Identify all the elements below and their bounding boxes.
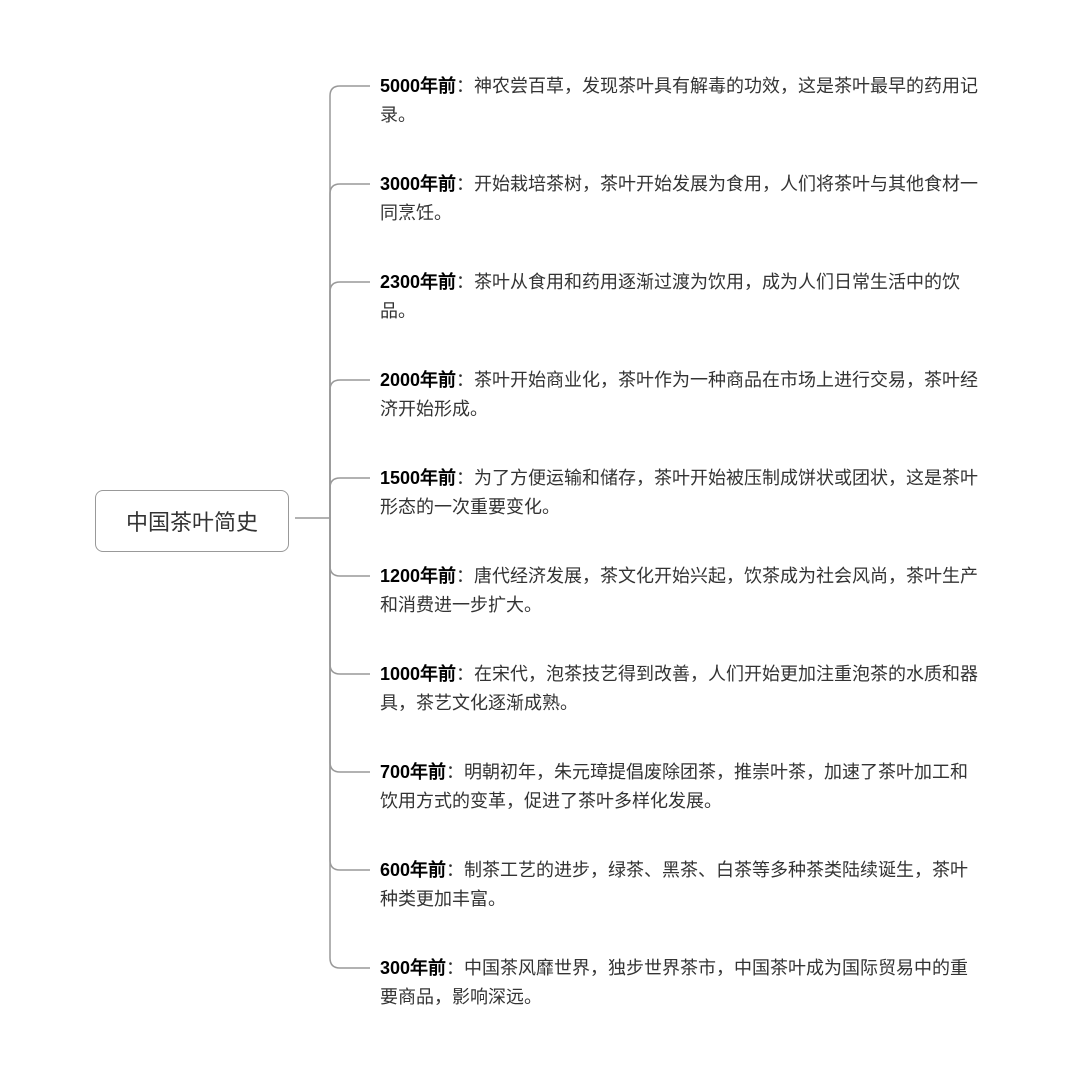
root-node: 中国茶叶简史	[95, 490, 289, 552]
child-node: 5000年前：神农尝百草，发现茶叶具有解毒的功效，这是茶叶最早的药用记录。	[380, 72, 980, 130]
child-node: 600年前：制茶工艺的进步，绿茶、黑茶、白茶等多种茶类陆续诞生，茶叶种类更加丰富…	[380, 856, 980, 914]
root-label: 中国茶叶简史	[126, 510, 258, 535]
child-node: 1000年前：在宋代，泡茶技艺得到改善，人们开始更加注重泡茶的水质和器具，茶艺文…	[380, 660, 980, 718]
period-label: 1200年前	[380, 566, 456, 586]
child-text: ：茶叶从食用和药用逐渐过渡为饮用，成为人们日常生活中的饮品。	[380, 272, 960, 321]
mindmap-container: 中国茶叶简史 5000年前：神农尝百草，发现茶叶具有解毒的功效，这是茶叶最早的药…	[0, 0, 1080, 1084]
child-text: ：茶叶开始商业化，茶叶作为一种商品在市场上进行交易，茶叶经济开始形成。	[380, 370, 978, 419]
child-text: ：开始栽培茶树，茶叶开始发展为食用，人们将茶叶与其他食材一同烹饪。	[380, 174, 978, 223]
child-node: 3000年前：开始栽培茶树，茶叶开始发展为食用，人们将茶叶与其他食材一同烹饪。	[380, 170, 980, 228]
child-text: ：制茶工艺的进步，绿茶、黑茶、白茶等多种茶类陆续诞生，茶叶种类更加丰富。	[380, 860, 968, 909]
child-text: ：明朝初年，朱元璋提倡废除团茶，推崇叶茶，加速了茶叶加工和饮用方式的变革，促进了…	[380, 762, 968, 811]
period-label: 1500年前	[380, 468, 456, 488]
child-text: ：神农尝百草，发现茶叶具有解毒的功效，这是茶叶最早的药用记录。	[380, 76, 978, 125]
period-label: 700年前	[380, 762, 446, 782]
period-label: 2300年前	[380, 272, 456, 292]
period-label: 300年前	[380, 958, 446, 978]
child-node: 700年前：明朝初年，朱元璋提倡废除团茶，推崇叶茶，加速了茶叶加工和饮用方式的变…	[380, 758, 980, 816]
child-node: 1200年前：唐代经济发展，茶文化开始兴起，饮茶成为社会风尚，茶叶生产和消费进一…	[380, 562, 980, 620]
child-node: 300年前：中国茶风靡世界，独步世界茶市，中国茶叶成为国际贸易中的重要商品，影响…	[380, 954, 980, 1012]
child-text: ：唐代经济发展，茶文化开始兴起，饮茶成为社会风尚，茶叶生产和消费进一步扩大。	[380, 566, 978, 615]
period-label: 1000年前	[380, 664, 456, 684]
period-label: 3000年前	[380, 174, 456, 194]
period-label: 2000年前	[380, 370, 456, 390]
child-text: ：为了方便运输和储存，茶叶开始被压制成饼状或团状，这是茶叶形态的一次重要变化。	[380, 468, 978, 517]
child-node: 2000年前：茶叶开始商业化，茶叶作为一种商品在市场上进行交易，茶叶经济开始形成…	[380, 366, 980, 424]
child-node: 2300年前：茶叶从食用和药用逐渐过渡为饮用，成为人们日常生活中的饮品。	[380, 268, 980, 326]
period-label: 5000年前	[380, 76, 456, 96]
child-text: ：在宋代，泡茶技艺得到改善，人们开始更加注重泡茶的水质和器具，茶艺文化逐渐成熟。	[380, 664, 978, 713]
period-label: 600年前	[380, 860, 446, 880]
child-node: 1500年前：为了方便运输和储存，茶叶开始被压制成饼状或团状，这是茶叶形态的一次…	[380, 464, 980, 522]
child-text: ：中国茶风靡世界，独步世界茶市，中国茶叶成为国际贸易中的重要商品，影响深远。	[380, 958, 968, 1007]
